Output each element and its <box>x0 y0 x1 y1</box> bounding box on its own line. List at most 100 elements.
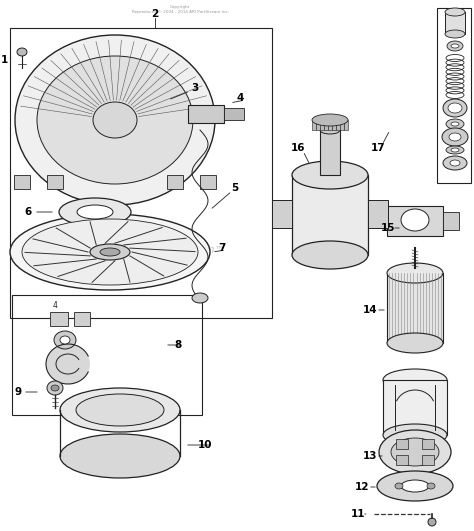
Ellipse shape <box>383 369 447 391</box>
Ellipse shape <box>391 438 439 466</box>
Ellipse shape <box>451 122 459 126</box>
Ellipse shape <box>47 381 63 395</box>
Ellipse shape <box>77 205 113 219</box>
Bar <box>368 200 388 228</box>
Bar <box>320 130 340 175</box>
Ellipse shape <box>10 214 210 290</box>
Ellipse shape <box>401 209 429 231</box>
Bar <box>437 8 471 183</box>
Bar <box>50 312 68 326</box>
Bar <box>332 120 336 130</box>
Text: 2: 2 <box>151 9 159 19</box>
Text: ARI PartStream™: ARI PartStream™ <box>135 245 225 254</box>
Bar <box>396 456 408 466</box>
Bar <box>443 212 459 230</box>
Ellipse shape <box>445 30 465 38</box>
Ellipse shape <box>60 336 70 344</box>
Text: 6: 6 <box>24 207 32 217</box>
Text: 14: 14 <box>363 305 377 315</box>
Ellipse shape <box>427 483 435 489</box>
Bar <box>387 273 443 343</box>
Text: 8: 8 <box>174 340 182 350</box>
Text: 11: 11 <box>351 509 365 519</box>
Bar <box>340 120 344 130</box>
Bar <box>200 175 216 189</box>
Text: 1: 1 <box>0 55 8 65</box>
Ellipse shape <box>447 41 463 51</box>
Bar <box>445 12 465 34</box>
Ellipse shape <box>383 424 447 446</box>
Text: 9: 9 <box>14 387 21 397</box>
Bar <box>387 206 443 236</box>
Bar <box>320 120 324 130</box>
Ellipse shape <box>54 331 76 349</box>
Ellipse shape <box>22 219 198 285</box>
Ellipse shape <box>93 102 137 138</box>
Ellipse shape <box>401 480 429 492</box>
Ellipse shape <box>60 388 180 432</box>
Ellipse shape <box>46 344 90 384</box>
Ellipse shape <box>17 48 27 56</box>
Ellipse shape <box>448 103 462 113</box>
Ellipse shape <box>450 160 460 166</box>
Text: 4: 4 <box>237 93 244 103</box>
Ellipse shape <box>76 394 164 426</box>
Text: 17: 17 <box>371 143 385 153</box>
Ellipse shape <box>292 241 368 269</box>
Text: 15: 15 <box>381 223 395 233</box>
Bar <box>316 120 320 130</box>
Bar <box>12 295 202 415</box>
Ellipse shape <box>59 198 131 226</box>
Bar <box>167 175 183 189</box>
Ellipse shape <box>443 99 467 117</box>
Ellipse shape <box>320 126 340 134</box>
Ellipse shape <box>60 434 180 478</box>
Ellipse shape <box>379 430 451 474</box>
Ellipse shape <box>377 471 453 501</box>
Ellipse shape <box>51 385 59 391</box>
Bar <box>10 28 272 318</box>
Ellipse shape <box>387 263 443 283</box>
Text: 5: 5 <box>231 183 238 193</box>
Bar <box>422 439 434 449</box>
Bar <box>292 175 368 255</box>
Text: Copyright
Reproduced © 2004 - 2014 ARI PartStream Inc.: Copyright Reproduced © 2004 - 2014 ARI P… <box>132 5 228 14</box>
Bar <box>272 200 292 228</box>
Ellipse shape <box>428 518 436 526</box>
Text: 16: 16 <box>291 143 305 153</box>
Text: 4: 4 <box>53 301 57 310</box>
Bar <box>328 120 332 130</box>
Ellipse shape <box>292 161 368 189</box>
Ellipse shape <box>451 44 459 48</box>
Ellipse shape <box>192 293 208 303</box>
Bar <box>14 175 30 189</box>
Ellipse shape <box>100 248 120 256</box>
Ellipse shape <box>387 333 443 353</box>
Ellipse shape <box>449 133 461 141</box>
Ellipse shape <box>395 483 403 489</box>
Bar <box>396 439 408 449</box>
Ellipse shape <box>312 114 348 126</box>
Ellipse shape <box>443 156 467 170</box>
Bar <box>312 120 316 130</box>
Text: 10: 10 <box>198 440 212 450</box>
Text: 12: 12 <box>355 482 369 492</box>
Text: 7: 7 <box>219 243 226 253</box>
Text: 13: 13 <box>363 451 377 461</box>
Bar <box>344 120 348 130</box>
Bar <box>74 312 90 326</box>
Ellipse shape <box>445 8 465 16</box>
Bar <box>47 175 63 189</box>
Bar <box>422 456 434 466</box>
Ellipse shape <box>90 244 130 260</box>
Text: 3: 3 <box>191 83 199 93</box>
Ellipse shape <box>15 35 215 205</box>
Ellipse shape <box>451 148 459 152</box>
Ellipse shape <box>37 56 193 184</box>
Ellipse shape <box>446 146 464 154</box>
Ellipse shape <box>446 119 464 129</box>
Bar <box>188 105 224 123</box>
Bar <box>224 108 244 120</box>
Bar <box>336 120 340 130</box>
Bar <box>383 380 447 435</box>
